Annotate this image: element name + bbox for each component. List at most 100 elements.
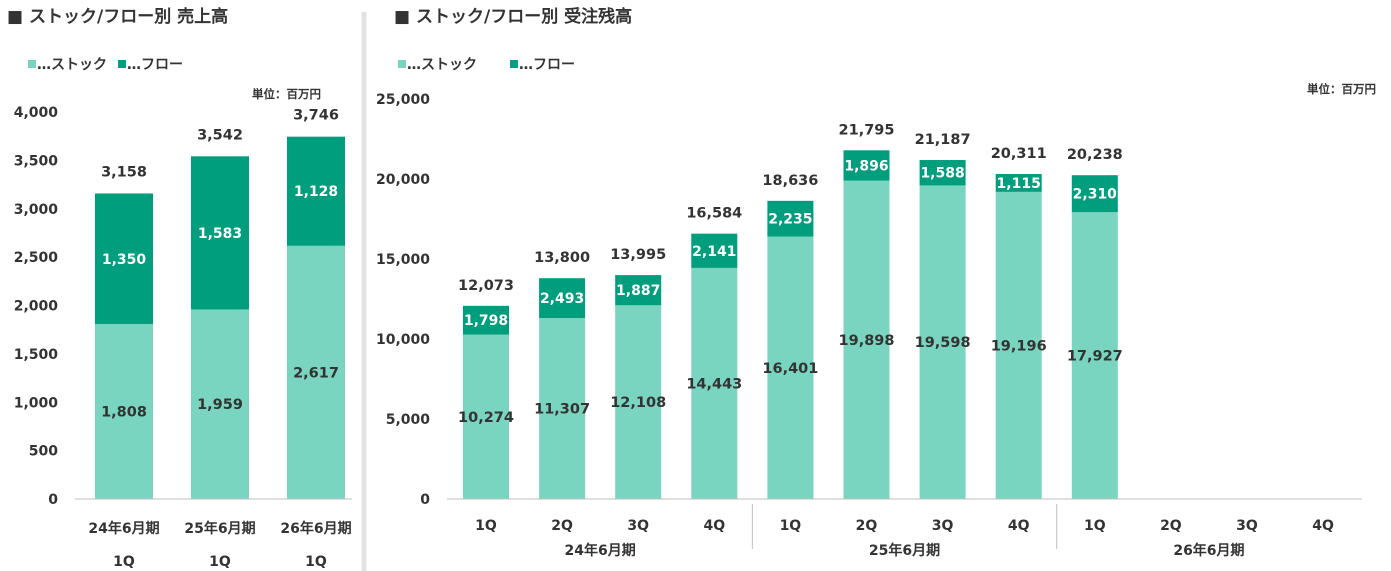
x-category-label: 26年6月期 [280,520,351,537]
flow-value-label: 1,350 [102,252,147,268]
bar-flow [919,160,966,186]
y-tick-label: 4,000 [14,105,59,121]
total-value-label: 13,800 [534,250,590,266]
x-category-label: 4Q [1312,518,1334,534]
stock-value-label: 1,959 [197,397,243,413]
y-tick-label: 15,000 [376,252,430,268]
bar-flow [767,200,814,237]
total-value-label: 20,311 [991,146,1047,162]
x-category-label: 3Q [1236,518,1258,534]
stock-value-label: 14,443 [686,376,742,392]
x-category-label: 3Q [627,518,649,534]
flow-value-label: 1,583 [198,226,242,242]
total-value-label: 18,636 [762,173,818,189]
chart-title: ■ ストック/フロー別 売上高 [7,6,228,27]
x-category-label: 3Q [932,518,954,534]
x-category-label: 1Q [475,518,497,534]
bar-stock [919,185,966,499]
total-value-label: 21,795 [839,122,895,138]
y-tick-label: 5,000 [386,412,431,428]
y-tick-label: 3,000 [14,202,59,218]
stock-value-label: 19,196 [991,338,1047,354]
y-tick-label: 0 [420,492,430,508]
bar-stock [843,180,890,499]
flow-value-label: 1,896 [844,158,888,174]
bar-stock [691,267,738,499]
unit-label: 単位：百万円 [1307,82,1376,96]
x-group-label: 25年6月期 [869,542,940,559]
x-category-label: 2Q [551,518,573,534]
flow-value-label: 2,310 [1073,187,1118,203]
legend-swatch-stock [28,60,36,68]
legend-swatch-flow [118,60,126,68]
legend-label-flow: …フロー [519,57,575,73]
y-tick-label: 2,500 [14,250,59,266]
x-category-label: 1Q [305,554,327,570]
flow-value-label: 1,128 [294,184,338,200]
total-value-label: 3,746 [293,108,339,124]
bar-flow [843,150,890,181]
flow-value-label: 1,588 [920,166,964,182]
total-value-label: 3,158 [101,164,147,180]
flow-value-label: 2,493 [540,291,584,307]
y-tick-label: 2,000 [14,299,59,315]
y-tick-label: 1,500 [14,347,59,363]
legend-label-stock: …ストック [407,57,477,73]
x-category-label: 24年6月期 [88,520,159,537]
x-category-label: 2Q [856,518,878,534]
stock-value-label: 17,927 [1067,349,1123,365]
flow-value-label: 2,235 [768,212,812,228]
x-group-label: 26年6月期 [1173,542,1244,559]
stock-value-label: 19,598 [915,335,971,351]
bar-stock [767,236,814,500]
y-tick-label: 10,000 [376,332,430,348]
y-tick-label: 20,000 [376,172,430,188]
x-category-label: 1Q [113,554,135,570]
bar-flow [539,278,586,319]
legend-swatch-flow [510,60,518,68]
total-value-label: 16,584 [686,206,742,222]
stock-value-label: 2,617 [293,365,339,381]
flow-value-label: 1,115 [997,176,1041,192]
legend-label-stock: …ストック [37,57,107,73]
bar-stock [995,191,1042,499]
bar-flow [95,193,153,325]
y-tick-label: 500 [29,444,58,460]
bar-stock [287,245,345,499]
bar-flow [463,305,509,335]
unit-label: 単位：百万円 [252,87,321,101]
y-tick-label: 0 [48,492,58,508]
legend-swatch-stock [398,60,406,68]
stock-value-label: 10,274 [458,410,514,426]
bar-stock [95,324,153,499]
total-value-label: 3,542 [197,127,243,143]
x-category-label: 1Q [209,554,231,570]
x-category-label: 25年6月期 [184,520,255,537]
y-tick-label: 1,000 [14,395,59,411]
total-value-label: 12,073 [458,278,514,294]
stock-value-label: 11,307 [534,402,590,418]
y-tick-label: 25,000 [376,92,430,108]
flow-value-label: 1,887 [616,283,660,299]
x-group-label: 24年6月期 [565,542,636,559]
y-tick-label: 3,500 [14,153,59,169]
x-category-label: 2Q [1160,518,1182,534]
bar-flow [995,174,1042,192]
stock-value-label: 19,898 [839,333,895,349]
stock-value-label: 12,108 [610,395,666,411]
stock-value-label: 1,808 [101,405,147,421]
bar-flow [191,156,249,310]
legend-label-flow: …フロー [127,57,183,73]
x-category-label: 4Q [1008,518,1030,534]
bar-flow [691,233,738,268]
stock-value-label: 16,401 [762,361,818,377]
total-value-label: 21,187 [915,132,971,148]
bar-stock [615,305,662,499]
total-value-label: 20,238 [1067,147,1123,163]
flow-value-label: 2,141 [692,244,736,260]
chart-title: ■ ストック/フロー別 受注残高 [394,6,632,27]
flow-value-label: 1,798 [464,313,508,329]
